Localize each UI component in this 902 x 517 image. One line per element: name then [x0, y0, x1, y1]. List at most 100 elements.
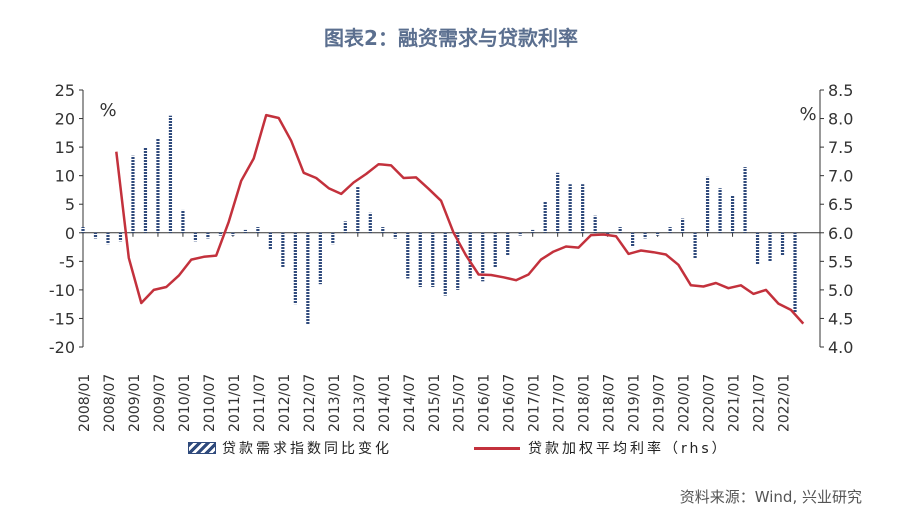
x-tick-label: 2019/07 — [652, 374, 668, 432]
bar — [331, 232, 335, 245]
bar — [518, 232, 522, 236]
chart-axes: -20 -15 -10 -5 0 5 10 15 20 25 4.0 4.5 5.0 5.5 6.0 6.5 7… — [49, 81, 854, 432]
bar — [693, 232, 697, 259]
left-tick-label: -5 — [59, 252, 75, 271]
bar — [443, 232, 447, 296]
x-tick-label: 2020/01 — [677, 374, 693, 432]
x-tick-label: 2014/07 — [402, 374, 418, 432]
x-tick-label: 2008/01 — [77, 374, 93, 432]
rate-line — [115, 113, 805, 325]
bar — [656, 232, 660, 236]
x-tick-label: 2020/07 — [702, 374, 718, 432]
right-tick-label: 4.0 — [828, 338, 853, 357]
left-tick-label: 20 — [55, 110, 75, 129]
bar — [568, 184, 572, 233]
bar — [93, 232, 98, 239]
bar — [106, 232, 110, 245]
chart-title: 图表2：融资需求与贷款利率 — [324, 26, 578, 50]
bar — [118, 232, 123, 242]
legend-item-loan-rate: 贷款加权平均利率（rhs） — [474, 438, 729, 458]
x-tick-label: 2014/01 — [377, 374, 393, 432]
bar — [81, 227, 85, 233]
bar — [143, 147, 148, 233]
bar — [705, 176, 710, 233]
right-tick-label: 5.0 — [828, 281, 853, 300]
bar — [131, 155, 135, 233]
bar — [631, 232, 635, 248]
x-tick-label: 2013/07 — [352, 374, 368, 432]
bar — [680, 218, 685, 233]
left-tick-label: -15 — [49, 309, 75, 328]
bar — [156, 138, 160, 233]
left-tick-label: 15 — [55, 138, 75, 157]
x-tick-label: 2008/07 — [102, 374, 118, 432]
x-tick-label: 2010/01 — [177, 374, 193, 432]
bar — [556, 172, 560, 233]
bar — [381, 227, 385, 233]
right-axis-unit: % — [799, 104, 816, 125]
bar — [506, 232, 510, 256]
x-tick-label: 2017/07 — [552, 374, 568, 432]
x-tick-label: 2011/07 — [252, 374, 268, 432]
bar — [668, 227, 672, 233]
bar — [318, 232, 322, 285]
x-tick-label: 2009/07 — [152, 374, 168, 432]
bar — [581, 184, 585, 233]
x-tick-label: 2011/01 — [227, 374, 243, 432]
x-tick-label: 2013/01 — [327, 374, 343, 432]
bar — [368, 212, 372, 233]
bar — [456, 232, 460, 290]
left-tick-label: 25 — [55, 81, 75, 100]
bar — [356, 187, 360, 233]
left-tick-label: -20 — [49, 338, 75, 357]
bar — [780, 232, 785, 256]
legend-swatch-line — [474, 446, 520, 450]
left-tick-label: 5 — [65, 195, 75, 214]
right-tick-label: 7.5 — [828, 138, 853, 157]
bar — [730, 195, 735, 233]
x-tick-label: 2009/01 — [127, 374, 143, 432]
x-tick-label: 2017/01 — [527, 374, 543, 432]
bar — [418, 232, 422, 288]
bar — [231, 232, 235, 236]
bar — [206, 232, 210, 239]
right-tick-label: 6.5 — [828, 195, 853, 214]
bar — [256, 227, 260, 233]
legend-label-loan-rate: 贷款加权平均利率（rhs） — [528, 441, 729, 457]
x-tick-label: 2010/07 — [202, 374, 218, 432]
bar — [306, 232, 310, 325]
left-tick-label: 10 — [55, 167, 75, 186]
bar — [181, 209, 185, 233]
x-tick-label: 2018/07 — [602, 374, 618, 432]
bar — [293, 232, 297, 305]
bar — [168, 115, 173, 233]
x-tick-label: 2019/01 — [627, 374, 643, 432]
bar — [281, 232, 285, 268]
right-tick-label: 8.0 — [828, 110, 853, 129]
bar — [743, 167, 747, 233]
x-tick-label: 2022/01 — [777, 374, 793, 432]
bar — [431, 232, 435, 288]
x-tick-label: 2021/01 — [727, 374, 743, 432]
x-tick-label: 2016/01 — [477, 374, 493, 432]
bar — [618, 227, 622, 233]
bar — [218, 232, 223, 236]
left-tick-label: -10 — [49, 281, 75, 300]
legend-swatch-bar — [188, 442, 216, 454]
bar — [268, 232, 272, 250]
bar — [193, 232, 198, 242]
bar — [643, 232, 647, 239]
bar — [393, 232, 397, 239]
bar — [768, 232, 772, 262]
bar — [406, 232, 410, 279]
x-tick-label: 2012/01 — [277, 374, 293, 432]
left-tick-label: 0 — [65, 224, 75, 243]
line-series — [115, 113, 805, 325]
bar — [468, 232, 472, 279]
bar — [493, 232, 497, 268]
bar — [755, 232, 760, 265]
right-tick-label: 7.0 — [828, 167, 853, 186]
legend-item-loan-demand: 贷款需求指数同比变化 — [188, 438, 392, 458]
x-tick-label: 2015/07 — [452, 374, 468, 432]
x-tick-label: 2012/07 — [302, 374, 318, 432]
